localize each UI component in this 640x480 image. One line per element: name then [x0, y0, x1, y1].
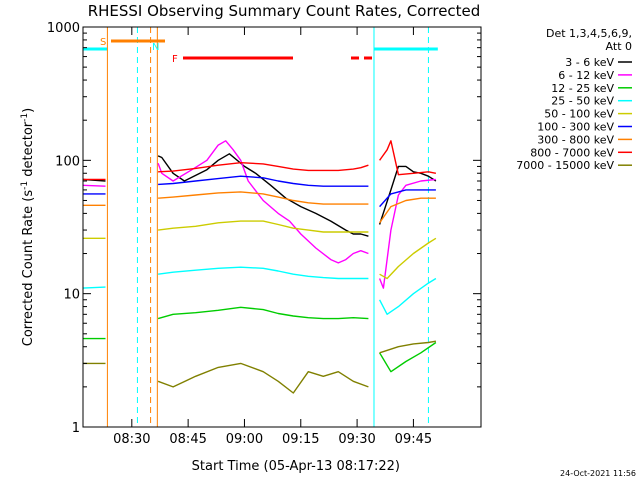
y-axis-label-mid: detector [21, 121, 36, 181]
y-tick-label-3: 1000 [47, 21, 80, 36]
y-tick-label-1: 10 [63, 288, 80, 303]
plot-frame [82, 26, 482, 428]
y-axis-label-end: ) [21, 108, 36, 113]
x-tick-label-0: 08:30 [113, 432, 150, 447]
legend-label-2: 12 - 25 keV [551, 82, 614, 95]
y-axis-label-sup2: -1 [20, 113, 30, 122]
legend-label-0: 3 - 6 keV [565, 56, 614, 69]
flare-label: F [172, 54, 178, 65]
legend-title-detectors: Det 1,3,4,5,6,9, [546, 27, 632, 40]
state-bars: S N F [83, 27, 438, 427]
y-axis-label-sup1: -1 [20, 181, 30, 190]
y-axis-label: Corrected Count Rate (s-1 detector-1) [20, 108, 36, 346]
saa-label: S [100, 37, 106, 48]
y-tick-label-2: 100 [55, 154, 80, 169]
legend-label-4: 50 - 100 keV [544, 108, 614, 121]
series-line-5 [83, 175, 436, 208]
legend-label-1: 6 - 12 keV [558, 69, 614, 82]
night-label: N [152, 42, 159, 53]
series-line-4 [83, 220, 437, 280]
x-tick-label-5: 09:45 [395, 432, 432, 447]
legend-title-attenuator: Att 0 [606, 40, 632, 53]
series-line-1 [82, 140, 436, 289]
series-line-7 [83, 140, 437, 181]
x-axis-label: Start Time (05-Apr-13 08:17:22) [192, 459, 400, 474]
x-tick-label-1: 08:45 [169, 432, 206, 447]
series-line-6 [83, 191, 436, 224]
y-tick-label-0: 1 [72, 421, 80, 436]
x-tick-label-4: 09:30 [338, 432, 375, 447]
series-line-2 [83, 306, 437, 373]
footer-date: 24-Oct-2021 11:56 [560, 469, 636, 478]
x-tick-label-3: 09:15 [282, 432, 319, 447]
series-line-3 [82, 266, 437, 315]
y-axis-label-main: Corrected Count Rate (s [21, 190, 36, 347]
x-tick-label-2: 09:00 [226, 432, 263, 447]
series-layer [82, 140, 437, 394]
chart-title: RHESSI Observing Summary Count Rates, Co… [88, 2, 481, 20]
legend-label-5: 100 - 300 keV [537, 121, 614, 134]
axis-ticks: 08:30 08:45 09:00 09:15 09:30 09:45 1 10 100 1000 [47, 21, 481, 447]
legend-label-3: 25 - 50 keV [551, 95, 614, 108]
legend-label-8: 7000 - 15000 keV [516, 159, 614, 172]
legend-label-6: 300 - 800 keV [537, 133, 614, 146]
legend-label-7: 800 - 7000 keV [530, 146, 614, 159]
